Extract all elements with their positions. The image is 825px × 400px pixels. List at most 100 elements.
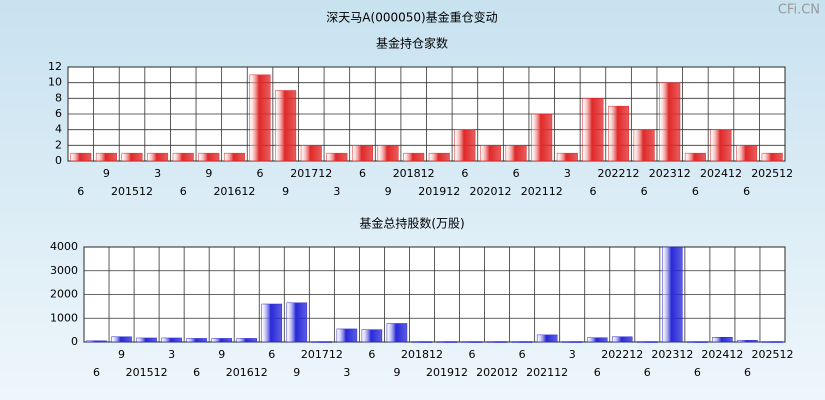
bar	[236, 338, 257, 343]
x-tick-label: 202212	[598, 167, 640, 180]
x-tick-label: 202412	[700, 167, 742, 180]
bar	[461, 341, 483, 343]
bar	[186, 338, 207, 343]
chart-title: 基金持仓家数	[376, 36, 448, 51]
bar	[351, 145, 373, 162]
bar	[612, 336, 633, 343]
y-tick-label: 3000	[50, 264, 78, 277]
bar	[737, 340, 758, 343]
y-tick-label: 1000	[50, 311, 78, 324]
x-tick-label: 9	[282, 185, 289, 198]
bar	[147, 152, 169, 162]
x-tick-label: 6	[93, 366, 100, 379]
x-tick-label: 9	[393, 366, 400, 379]
x-tick-label: 6	[743, 185, 750, 198]
bar	[637, 341, 658, 343]
bar	[136, 337, 157, 343]
bar	[505, 145, 527, 162]
x-tick-label: 202112	[526, 366, 568, 379]
x-tick-label: 202012	[476, 366, 518, 379]
x-tick-label: 201812	[393, 167, 435, 180]
bar	[311, 341, 333, 343]
bar	[582, 98, 604, 162]
x-tick-label: 202312	[649, 167, 691, 180]
x-tick-label: 9	[103, 167, 110, 180]
watermark: CFi.CN	[778, 3, 820, 18]
bar	[687, 341, 708, 343]
x-tick-label: 201612	[213, 185, 255, 198]
bar	[586, 337, 608, 343]
x-tick-label: 6	[77, 185, 84, 198]
bar	[454, 129, 476, 162]
x-tick-label: 9	[293, 366, 300, 379]
x-tick-label: 202312	[651, 348, 693, 361]
x-tick-label: 201912	[418, 185, 460, 198]
bar	[300, 145, 322, 162]
bar	[161, 337, 182, 343]
x-tick-label: 3	[168, 348, 175, 361]
x-tick-label: 6	[193, 366, 200, 379]
x-tick-label: 6	[461, 167, 468, 180]
x-tick-label: 201712	[290, 167, 332, 180]
x-tick-label: 9	[118, 348, 125, 361]
x-tick-label: 202512	[751, 167, 793, 180]
y-tick-label: 8	[55, 91, 62, 104]
x-tick-label: 6	[594, 366, 601, 379]
bar	[286, 302, 308, 343]
bar	[436, 341, 458, 343]
bar	[556, 152, 578, 162]
x-tick-label: 9	[218, 348, 225, 361]
x-tick-label: 9	[385, 185, 392, 198]
bar	[511, 341, 533, 343]
bar	[95, 152, 117, 162]
x-tick-label: 6	[268, 348, 275, 361]
x-tick-label: 201912	[426, 366, 468, 379]
bar	[684, 152, 706, 162]
bar	[361, 329, 383, 343]
bar	[223, 152, 245, 162]
bar	[198, 152, 220, 162]
y-tick-label: 10	[48, 76, 62, 89]
x-tick-label: 6	[359, 167, 366, 180]
y-tick-label: 6	[55, 107, 62, 120]
x-tick-label: 3	[333, 185, 340, 198]
bar	[536, 334, 558, 343]
bar	[480, 145, 502, 162]
bar	[326, 152, 348, 162]
x-tick-label: 3	[154, 167, 161, 180]
x-tick-label: 6	[257, 167, 264, 180]
x-tick-label: 3	[343, 366, 350, 379]
bar	[561, 341, 583, 343]
x-tick-label: 6	[589, 185, 596, 198]
bar	[531, 113, 553, 162]
y-tick-label: 4	[55, 123, 62, 136]
bar	[261, 303, 283, 343]
bar	[275, 90, 297, 162]
bar	[249, 74, 271, 162]
y-tick-label: 0	[71, 335, 78, 348]
x-tick-label: 6	[513, 167, 520, 180]
x-tick-label: 201612	[226, 366, 268, 379]
bar	[172, 152, 194, 162]
x-tick-label: 6	[644, 366, 651, 379]
bar	[111, 336, 132, 343]
x-tick-label: 6	[519, 348, 526, 361]
x-tick-label: 6	[694, 366, 701, 379]
bar	[486, 341, 508, 343]
y-tick-label: 0	[55, 154, 62, 167]
x-tick-label: 3	[564, 167, 571, 180]
bar	[659, 82, 681, 162]
x-tick-label: 6	[368, 348, 375, 361]
bar	[377, 145, 399, 162]
page-title: 深天马A(000050)基金重仓变动	[326, 10, 497, 25]
x-tick-label: 201512	[111, 185, 153, 198]
x-tick-label: 201812	[401, 348, 443, 361]
x-tick-label: 3	[569, 348, 576, 361]
bar	[608, 105, 630, 162]
x-tick-label: 6	[469, 348, 476, 361]
y-tick-label: 4000	[50, 240, 78, 253]
y-tick-label: 2000	[50, 288, 78, 301]
x-tick-label: 202012	[470, 185, 512, 198]
x-tick-label: 202512	[751, 348, 793, 361]
